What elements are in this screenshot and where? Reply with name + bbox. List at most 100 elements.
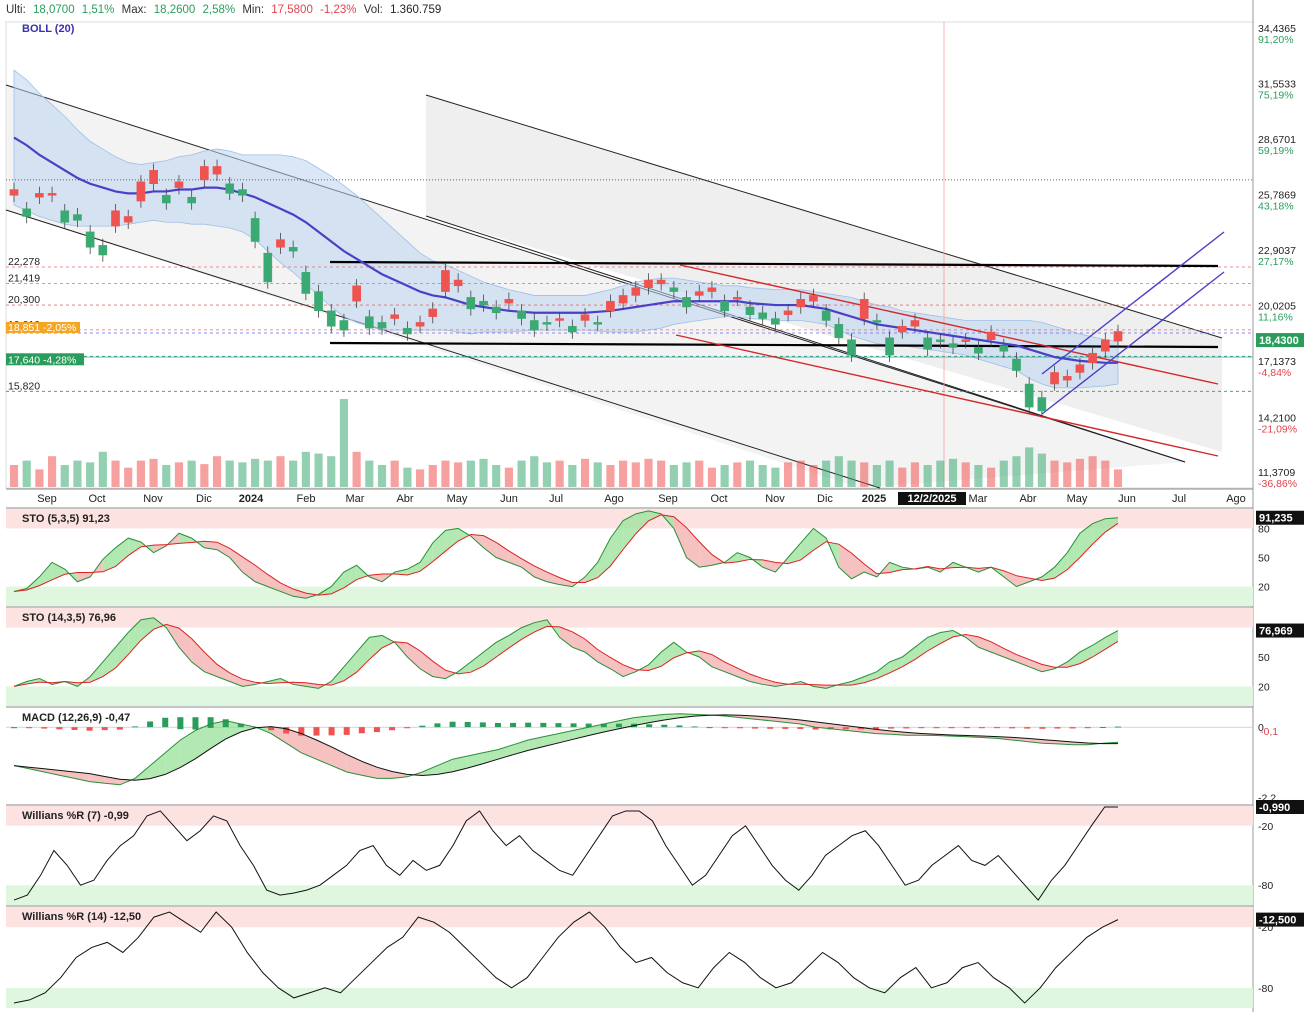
oscillator-fill [559, 577, 573, 587]
macd-histogram-bar [11, 727, 17, 729]
x-axis-label: 2024 [239, 493, 264, 505]
volume-bar [365, 460, 374, 487]
volume-bar [517, 460, 526, 487]
oscillator-fill [102, 547, 116, 572]
candle-body [250, 218, 260, 242]
candle-body [936, 339, 945, 342]
oscillator-fill [240, 724, 256, 732]
candle-body [580, 314, 590, 321]
volume-bar [720, 465, 729, 487]
macd-histogram-bar [1069, 727, 1076, 729]
volume-bar [606, 465, 615, 487]
oscillator-line [13, 617, 1119, 689]
macd-histogram-bar [434, 723, 441, 728]
candle-body [377, 322, 387, 329]
oscillator-fill [572, 631, 586, 653]
oscillator-fill [369, 573, 382, 582]
date-marker-badge [898, 492, 966, 505]
channel-line-lower [5, 209, 881, 489]
volume-bar [111, 460, 120, 487]
candle-body [466, 297, 476, 310]
macd-histogram-bar [1099, 727, 1106, 729]
oscillator-fill [77, 572, 91, 582]
macd-histogram-bar [510, 722, 517, 728]
volume-bar [162, 465, 171, 487]
left-level-label: 21,419 [8, 273, 40, 285]
candle-body [974, 347, 983, 354]
candle-body [720, 300, 729, 312]
max-label: Max: [121, 4, 147, 16]
right-axis-pct: 43,18% [1258, 200, 1294, 212]
volume-bar [872, 465, 881, 487]
oscillator-fill [343, 652, 357, 681]
volume-bar [923, 465, 932, 487]
macd-histogram-bar [449, 721, 456, 728]
oscillator-fill [293, 682, 306, 687]
candle-body [1088, 352, 1097, 364]
volume-bar [276, 456, 285, 487]
volume-bar [314, 453, 323, 487]
right-axis-pct: -4,84% [1258, 367, 1291, 379]
right-axis-pct: 11,16% [1258, 311, 1293, 323]
x-axis-label: Mar [969, 493, 988, 505]
oscillator-fill [635, 510, 649, 534]
oscillator-fill [876, 729, 892, 735]
oscillator-fill [361, 761, 377, 779]
oscillator-line [13, 510, 1119, 599]
right-axis-value: 14,2100 [1258, 412, 1296, 424]
candle-body [123, 216, 133, 223]
candle-body [517, 310, 526, 319]
x-axis-label: Oct [88, 493, 105, 505]
x-axis-label: May [1067, 493, 1088, 505]
candle-body [225, 183, 235, 194]
candle-body [479, 300, 488, 306]
macd-histogram-bar [706, 727, 713, 729]
candle-body [1113, 331, 1123, 342]
candle-body [948, 343, 958, 348]
volume-bar [568, 465, 577, 487]
oscillator-fill [392, 771, 408, 779]
macd-histogram-bar [540, 722, 547, 728]
oscillator-fill [26, 678, 40, 684]
current-price-badge [1256, 333, 1304, 348]
oscillator-fill [271, 726, 287, 744]
oscillator-fill [623, 664, 636, 677]
macd-histogram-bar [691, 726, 698, 728]
volume-bar [263, 460, 272, 487]
candle-body [1075, 364, 1085, 373]
candle-body [276, 239, 285, 248]
oscillator-fill [496, 542, 509, 563]
macd-histogram-bar [585, 723, 592, 728]
oscillator-fill [331, 572, 344, 594]
volume-bar [771, 467, 780, 487]
volume-bar [86, 462, 95, 487]
right-axis-pct: 59,19% [1258, 145, 1294, 157]
macd-histogram-bar [888, 727, 895, 729]
candle-body [60, 210, 70, 223]
macd-histogram-bar [1084, 727, 1091, 729]
candle-body [821, 310, 831, 321]
panel-label: Willians %R (14) -12,50 [22, 911, 141, 923]
x-axis-label: Feb [297, 493, 316, 505]
macd-histogram-bar [268, 727, 275, 731]
volume-bar [682, 462, 691, 487]
panel-axis-label: 0 [1258, 722, 1264, 734]
macd-histogram-bar [464, 721, 471, 728]
overbought-zone [6, 907, 1253, 928]
oscillator-fill [280, 582, 294, 597]
oscillator-fill [788, 542, 801, 564]
macd-histogram-bar [26, 727, 33, 729]
panel-value-badge [1256, 510, 1304, 525]
macd-histogram-bar [358, 727, 365, 734]
oscillator-fill [534, 619, 547, 633]
x-axis-label: Abr [1019, 493, 1036, 505]
oscillator-fill [180, 730, 196, 768]
macd-histogram-bar [797, 727, 804, 729]
boll-label: BOLL (20) [22, 23, 75, 35]
red-trend-lower [675, 334, 1219, 457]
right-axis-pct: 75,19% [1258, 89, 1294, 101]
volume-bar [555, 460, 564, 487]
candle-body [1050, 372, 1059, 385]
volume-bar [327, 456, 336, 487]
